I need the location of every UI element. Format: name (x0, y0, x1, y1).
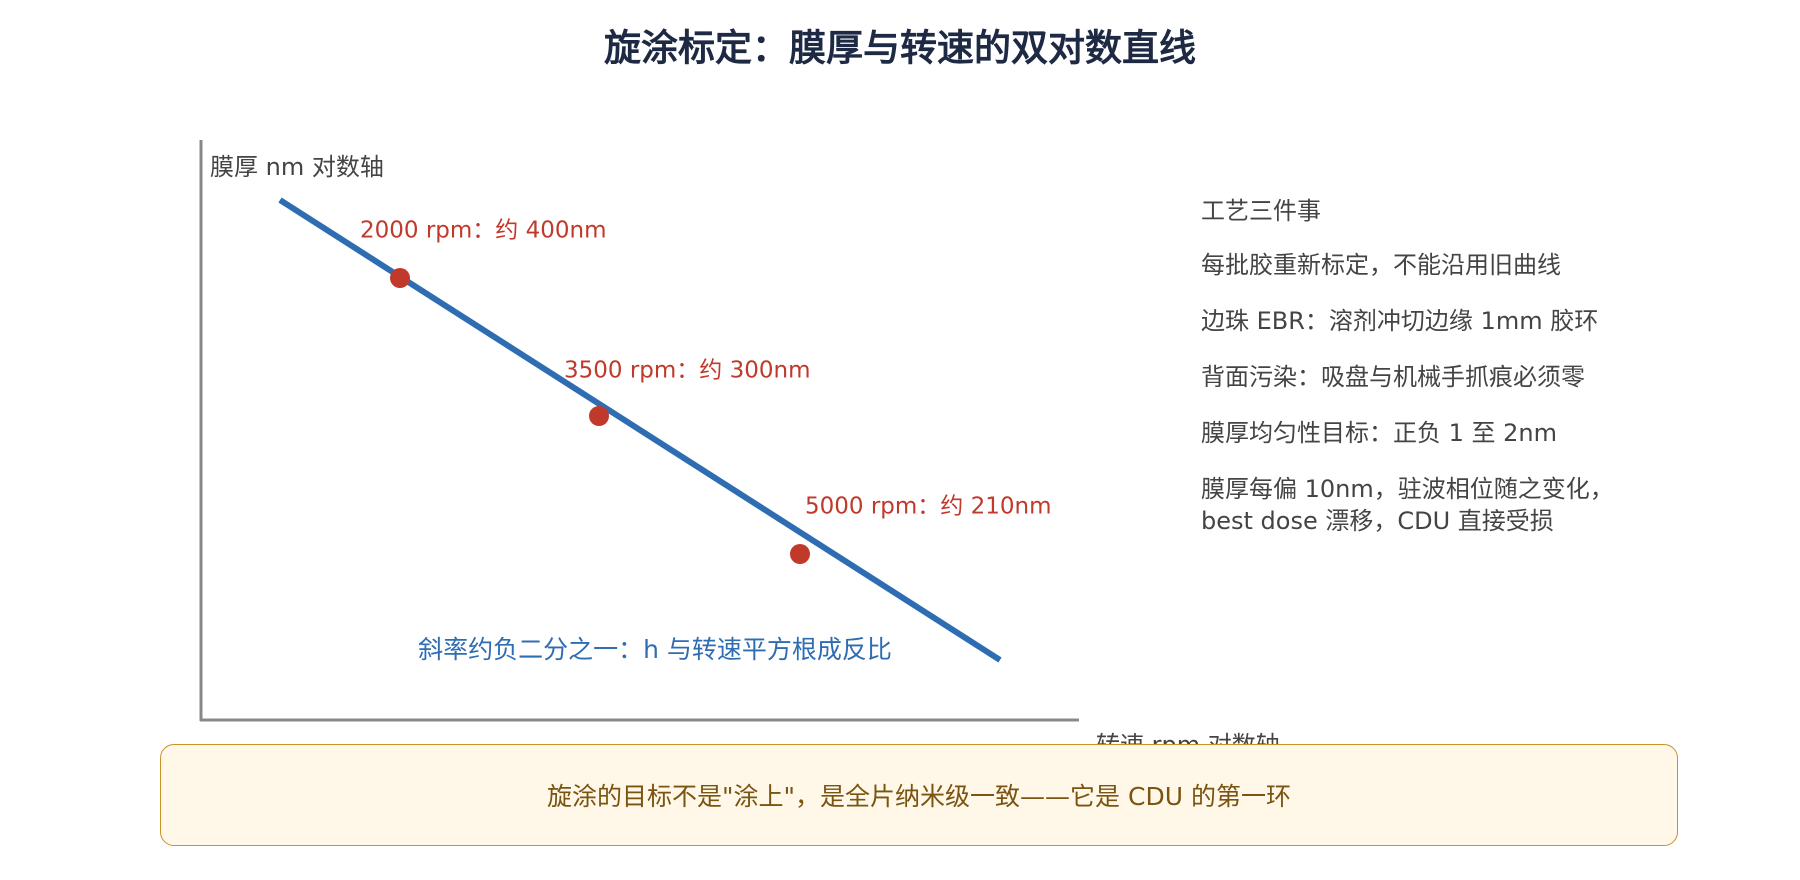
slope-note: 斜率约负二分之一：h 与转速平方根成反比 (418, 635, 892, 664)
fit-line (278, 197, 1002, 663)
side-heading: 工艺三件事 (1201, 197, 1321, 225)
side-panel: 工艺三件事 每批胶重新标定，不能沿用旧曲线 边珠 EBR：溶剂冲切边缘 1mm … (1201, 195, 1631, 561)
point-label: 5000 rpm：约 210nm (805, 494, 1052, 520)
side-item: 膜厚每偏 10nm，驻波相位随之变化，best dose 漂移，CDU 直接受损 (1201, 475, 1614, 535)
title: 旋涂标定：膜厚与转速的双对数直线 (604, 27, 1196, 70)
side-item: 膜厚均匀性目标：正负 1 至 2nm (1201, 419, 1558, 447)
footer-box: 旋涂的目标不是"涂上"，是全片纳米级一致——它是 CDU 的第一环 (160, 744, 1678, 846)
point-label: 2000 rpm：约 400nm (360, 218, 607, 244)
side-item: 每批胶重新标定，不能沿用旧曲线 (1201, 251, 1561, 279)
point-label: 3500 rpm：约 300nm (564, 358, 811, 384)
point (589, 406, 609, 426)
point (390, 268, 410, 288)
y-label: 膜厚 nm 对数轴 (210, 153, 384, 181)
side-item: 背面污染：吸盘与机械手抓痕必须零 (1201, 363, 1585, 391)
point (790, 544, 810, 564)
footer-text: 旋涂的目标不是"涂上"，是全片纳米级一致——它是 CDU 的第一环 (547, 782, 1291, 811)
side-item: 边珠 EBR：溶剂冲切边缘 1mm 胶环 (1201, 307, 1599, 335)
